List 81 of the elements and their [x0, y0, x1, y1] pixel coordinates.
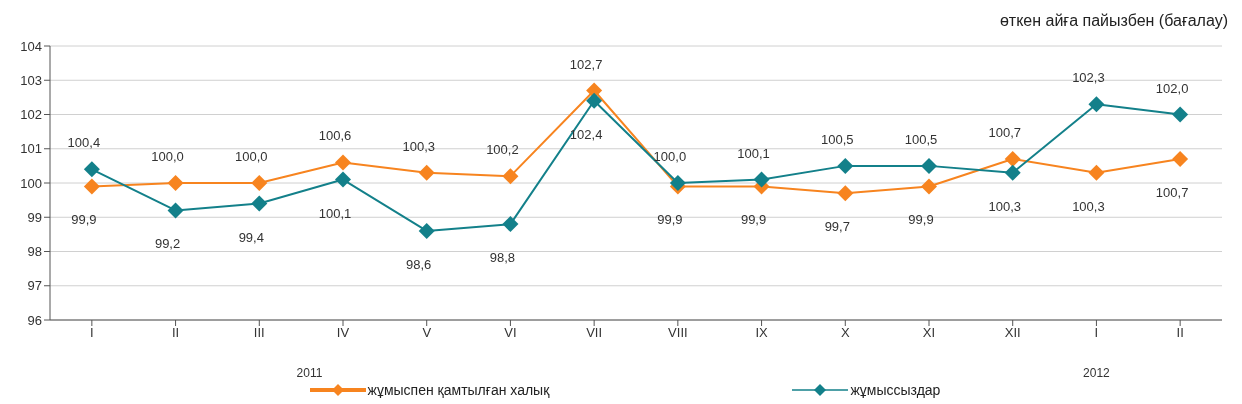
- point: [418, 222, 435, 239]
- x-tick-label: VI: [504, 325, 517, 341]
- data-label: 100,0: [151, 149, 184, 164]
- data-label: 100,1: [737, 145, 770, 161]
- point: [83, 161, 100, 178]
- point: [837, 157, 854, 174]
- x-tick-label: IV: [336, 325, 350, 341]
- legend-label: жұмыссыздар: [849, 382, 941, 398]
- x-tick-label: VII: [586, 325, 603, 341]
- point: [586, 92, 603, 109]
- x-tick-label: I: [90, 325, 94, 341]
- point: [502, 168, 519, 185]
- x-tick-label: VIII: [668, 325, 688, 341]
- text: 2012: [1082, 366, 1111, 380]
- y-tick-label: 96: [27, 312, 42, 328]
- y-tick-label: 99: [27, 209, 42, 225]
- x-tick-label: IX: [755, 325, 769, 341]
- y-tick-label: 102: [20, 107, 42, 123]
- data-label: 100,3: [1072, 198, 1105, 214]
- data-label: 102,3: [1072, 70, 1105, 86]
- data-label: 99,7: [824, 219, 850, 235]
- data-label: 102,0: [1155, 80, 1189, 96]
- data-label: 99,9: [71, 212, 97, 228]
- point: [167, 202, 184, 219]
- data-label: 100,2: [486, 142, 519, 158]
- point: [83, 178, 100, 195]
- x-tick-label: II: [171, 325, 180, 341]
- data-label: 100,4: [67, 135, 101, 151]
- data-label: 102,7: [569, 56, 603, 72]
- data-label: 100,5: [904, 131, 938, 147]
- point: [669, 175, 686, 191]
- point: [921, 178, 937, 195]
- data-label: 100,0: [235, 149, 268, 164]
- text: 2011: [295, 366, 324, 380]
- data-label: 100,1: [318, 205, 352, 221]
- point: [837, 185, 854, 202]
- legend-label: жұмыспен қамтылған халық: [366, 382, 550, 398]
- point: [1004, 151, 1021, 168]
- x-tick-label: X: [840, 325, 850, 341]
- x-tick-label: III: [253, 325, 265, 341]
- point: [1004, 164, 1021, 181]
- y-tick-label: 100: [20, 175, 42, 191]
- point: [418, 164, 435, 181]
- data-label: 100,6: [318, 128, 352, 144]
- point: [1172, 151, 1189, 168]
- y-tick-label: 97: [27, 278, 42, 294]
- point: [921, 157, 937, 174]
- point: [251, 195, 268, 212]
- data-label: 100,7: [1155, 185, 1189, 201]
- data-label: 100,3: [402, 138, 435, 154]
- y-tick-label: 104: [20, 38, 42, 54]
- point: [335, 171, 351, 188]
- point: [1088, 164, 1105, 181]
- data-label: 99,2: [154, 236, 181, 252]
- point: [1088, 96, 1105, 113]
- data-label: 99,9: [740, 212, 767, 228]
- point: [502, 216, 519, 233]
- x-tick-label: XII: [1004, 325, 1021, 341]
- data-label: 99,9: [908, 212, 934, 228]
- y-tick-label: 103: [20, 72, 42, 88]
- data-label: 100,0: [653, 149, 687, 164]
- point: [251, 175, 268, 191]
- y-axis-title: өткен айға пайызбен (бағалау): [999, 12, 1228, 30]
- data-label: 100,7: [988, 125, 1021, 141]
- data-label: 100,3: [988, 198, 1021, 214]
- data-label: 102,4: [569, 126, 603, 142]
- data-label: 98,8: [489, 250, 516, 266]
- x-tick-label: XI: [922, 325, 936, 341]
- y-tick-label: 101: [20, 141, 42, 157]
- point: [1172, 106, 1189, 123]
- x-tick-label: I: [1094, 325, 1099, 341]
- point: [753, 171, 770, 188]
- data-label: 99,9: [657, 212, 683, 228]
- x-tick-label: V: [422, 325, 432, 341]
- point: [335, 154, 351, 171]
- point: [167, 175, 184, 191]
- data-label: 98,6: [406, 256, 432, 272]
- data-label: 100,5: [821, 131, 854, 147]
- x-tick-label: II: [1176, 325, 1184, 341]
- y-tick-label: 98: [27, 244, 42, 260]
- data-label: 99,4: [238, 229, 264, 245]
